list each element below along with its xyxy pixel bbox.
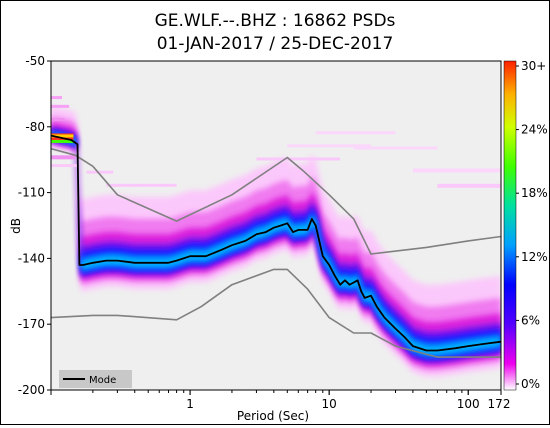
noise-model-low bbox=[51, 268, 501, 358]
y-axis: -50 -80 -110 -140 -170 -200 bbox=[18, 54, 51, 397]
mode-hotspot bbox=[51, 134, 74, 138]
sparse-patch-top bbox=[51, 164, 78, 168]
mode-hotspot bbox=[51, 139, 74, 143]
sparse-patch-top bbox=[106, 183, 177, 187]
colorbar bbox=[504, 61, 516, 390]
colorbar-tick-label: 6% bbox=[521, 313, 540, 327]
psd-density bbox=[51, 96, 501, 377]
density-band-blue bbox=[51, 129, 501, 361]
sparse-patch-top bbox=[51, 155, 76, 160]
x-axis-label: Period (Sec) bbox=[237, 409, 309, 423]
chart-title-line2: 01-JAN-2017 / 25-DEC-2017 bbox=[157, 34, 394, 54]
colorbar-tick-label: 18% bbox=[521, 186, 548, 200]
plot-border bbox=[50, 60, 502, 391]
sparse-patch-top bbox=[256, 157, 341, 161]
x-tick-label: 100 bbox=[457, 397, 480, 411]
y-tick-label: -140 bbox=[18, 251, 45, 265]
y-tick-label: -110 bbox=[18, 186, 45, 200]
y-tick-label: -200 bbox=[18, 383, 45, 397]
mode-line bbox=[51, 134, 501, 352]
sparse-patch-top bbox=[51, 118, 65, 122]
sparse-patch-top bbox=[287, 144, 372, 148]
y-axis-label: dB bbox=[9, 218, 23, 234]
sparse-patch-top bbox=[51, 104, 70, 108]
sparse-patch-top bbox=[86, 170, 114, 174]
colorbar-tick-label: 12% bbox=[521, 250, 548, 264]
y-tick-label: -170 bbox=[18, 317, 45, 331]
y-tick-label: -50 bbox=[25, 54, 45, 68]
colorbar-border bbox=[503, 60, 517, 391]
x-axis: 1 10 100 172 bbox=[50, 390, 511, 411]
sparse-patch-top bbox=[51, 96, 63, 100]
colorbar-tick-label: 24% bbox=[521, 123, 548, 137]
y-tick-label: -80 bbox=[25, 120, 45, 134]
chart-title-line1: GE.WLF.--.BHZ : 16862 PSDs bbox=[155, 11, 396, 31]
x-tick-label: 1 bbox=[186, 397, 194, 411]
legend-box bbox=[59, 370, 132, 388]
sparse-patch-top bbox=[412, 168, 501, 173]
legend-mode-label: Mode bbox=[89, 375, 116, 386]
density-band-purple bbox=[51, 126, 501, 363]
sparse-patch-top bbox=[353, 146, 438, 150]
noise-model-high bbox=[51, 147, 501, 255]
x-tick-label: 10 bbox=[322, 397, 337, 411]
colorbar-tick-label: 30+ bbox=[521, 59, 546, 73]
x-tick-label: 172 bbox=[488, 397, 511, 411]
sparse-patch-top bbox=[437, 183, 501, 188]
sparse-patch-top bbox=[315, 131, 396, 135]
colorbar-tick-label: 0% bbox=[521, 377, 540, 391]
colorbar-ticks: 0% 6% 12% 18% 24% 30+ bbox=[516, 59, 548, 391]
legend: Mode bbox=[59, 370, 132, 388]
